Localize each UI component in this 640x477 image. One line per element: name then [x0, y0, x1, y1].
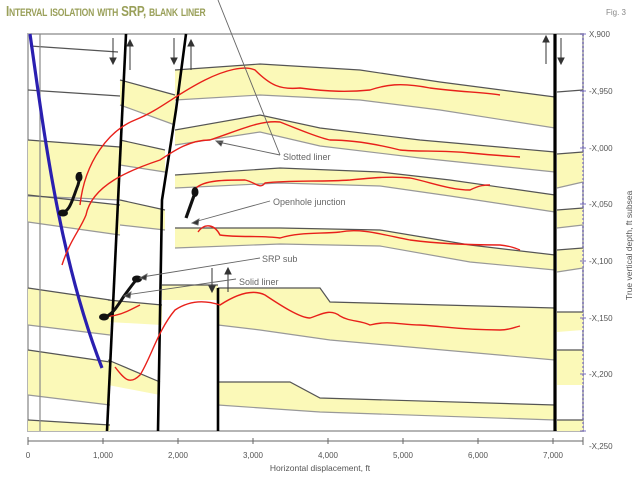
y-tick: -X,200	[589, 370, 613, 379]
x-axis-title: Horizontal displacement, ft	[270, 463, 371, 473]
y-tick: -X,050	[589, 200, 613, 209]
label-srp-sub: SRP sub	[262, 254, 297, 264]
y-axis-title: True vertical depth, ft subsea	[624, 190, 634, 300]
label-solid-liner: Solid liner	[239, 277, 279, 287]
label-openhole-junction: Openhole junction	[273, 197, 346, 207]
y-tick: -X,000	[589, 144, 613, 153]
layer-boundaries	[27, 45, 584, 426]
y-tick: -X,100	[589, 257, 613, 266]
y-tick: X,900	[589, 30, 610, 39]
x-tick: 6,000	[468, 451, 489, 460]
x-tick: 2,000	[168, 451, 189, 460]
label-slotted-liner: Slotted liner	[283, 152, 331, 162]
x-tick: 5,000	[393, 451, 414, 460]
x-axis: 0 1,000 2,000 3,000 4,000 5,000 6,000 7,…	[26, 437, 584, 473]
y-tick: -X,950	[589, 87, 613, 96]
annotation-leaders	[122, 0, 281, 299]
figure-label: Fig. 3	[605, 8, 626, 17]
lateral-wellpaths	[61, 67, 521, 381]
x-tick: 1,000	[93, 451, 114, 460]
main-wellbore	[28, 33, 104, 369]
x-tick: 0	[26, 451, 31, 460]
y-tick: -X,250	[589, 442, 613, 451]
fault-arrows	[109, 34, 565, 294]
fault-1	[105, 33, 128, 432]
y-axis: X,900 -X,950 -X,000 -X,050 -X,100 -X,150…	[580, 30, 634, 451]
figure-title: Interval isolation with SRP, blank liner	[6, 3, 206, 20]
x-tick: 3,000	[243, 451, 264, 460]
x-tick: 4,000	[318, 451, 339, 460]
x-tick: 7,000	[543, 451, 564, 460]
y-tick: -X,150	[589, 314, 613, 323]
